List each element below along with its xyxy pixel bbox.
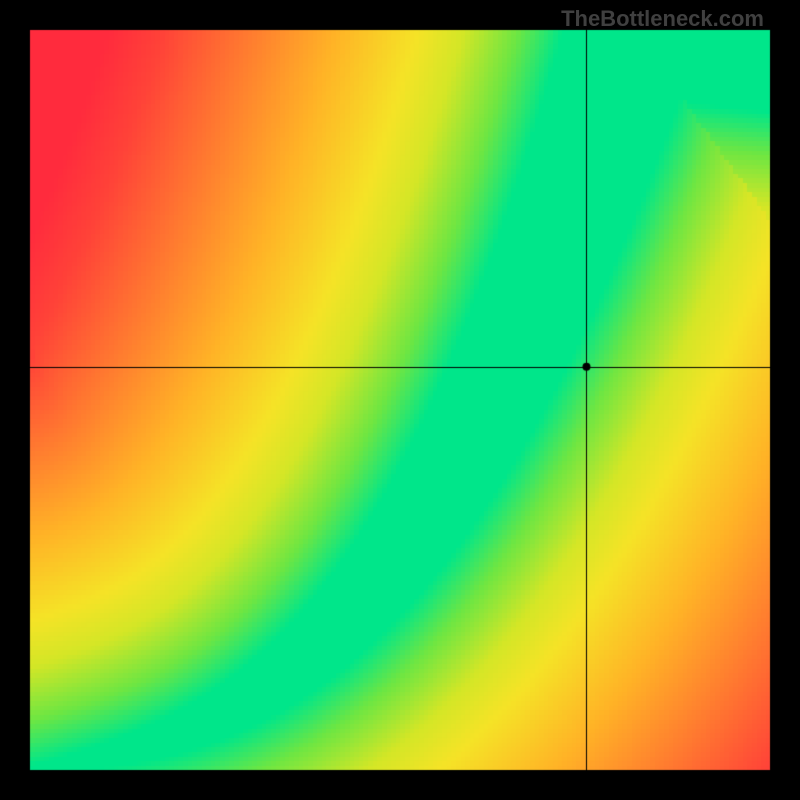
source-watermark: TheBottleneck.com <box>561 6 764 32</box>
chart-container: TheBottleneck.com <box>0 0 800 800</box>
bottleneck-heatmap <box>0 0 800 800</box>
